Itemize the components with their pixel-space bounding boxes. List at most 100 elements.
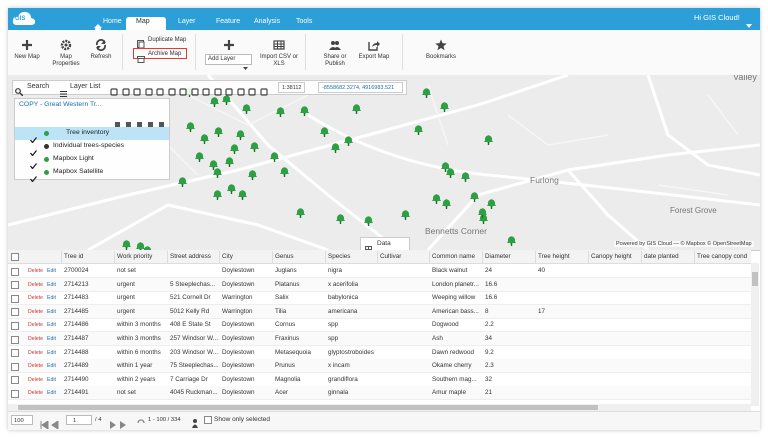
duplicate-icon[interactable] (137, 36, 145, 45)
tree-marker[interactable] (300, 104, 309, 115)
delete-link[interactable]: Delete (28, 282, 43, 288)
edit-link[interactable]: Edit (47, 268, 56, 274)
ribbon-button[interactable]: Bookmarks (421, 54, 461, 61)
panel-tool[interactable] (125, 115, 132, 122)
horizontal-thumb[interactable] (18, 405, 598, 410)
row-checkbox[interactable] (11, 336, 19, 344)
layer-name[interactable]: Mapbox Light (53, 155, 94, 162)
tree-marker[interactable] (442, 197, 451, 208)
ribbon-button[interactable]: Duplicate Map (148, 37, 186, 43)
edit-link[interactable]: Edit (47, 363, 56, 369)
delete-link[interactable]: Delete (28, 295, 43, 301)
nav-tab[interactable]: Feature (216, 18, 240, 25)
tree-marker[interactable] (248, 168, 257, 179)
tool-icon[interactable] (156, 83, 164, 91)
row-checkbox[interactable] (11, 363, 19, 371)
column-header[interactable]: Diameter (485, 253, 536, 260)
search-icon[interactable] (15, 83, 23, 91)
tool-icon[interactable] (260, 83, 268, 91)
delete-link[interactable]: Delete (28, 309, 43, 315)
tree-marker[interactable] (331, 141, 340, 152)
delete-link[interactable]: Delete (28, 377, 43, 383)
delete-link[interactable]: Delete (28, 322, 43, 328)
ribbon-button[interactable]: New Map (10, 54, 44, 61)
ribbon-icon[interactable] (60, 38, 72, 50)
archive-icon[interactable] (137, 50, 145, 57)
edit-link[interactable]: Edit (47, 350, 56, 356)
tree-marker[interactable] (236, 128, 245, 139)
layer-check[interactable] (30, 143, 37, 149)
tree-marker[interactable] (213, 166, 222, 177)
edit-link[interactable]: Edit (47, 322, 56, 328)
nav-tab[interactable]: Layer (178, 18, 196, 25)
show-selected-label[interactable]: Show only selected (214, 416, 270, 423)
tree-marker[interactable] (276, 105, 285, 116)
ribbon-icon[interactable] (368, 38, 380, 50)
tree-marker[interactable] (422, 86, 431, 97)
delete-link[interactable]: Delete (28, 268, 43, 274)
tree-marker[interactable] (296, 206, 305, 217)
tree-marker[interactable] (195, 150, 204, 161)
tree-marker[interactable] (487, 197, 496, 208)
tree-marker[interactable] (242, 102, 251, 113)
ribbon-button[interactable]: Map Properties (46, 54, 86, 68)
tool-icon[interactable] (225, 83, 233, 91)
tool-icon[interactable] (179, 83, 187, 91)
panel-tool[interactable] (147, 115, 154, 122)
tree-marker[interactable] (446, 166, 455, 177)
column-header[interactable]: Street address (170, 253, 221, 260)
delete-link[interactable]: Delete (28, 390, 43, 396)
edit-link[interactable]: Edit (47, 295, 56, 301)
tree-marker[interactable] (320, 125, 329, 136)
column-header[interactable]: Tree height (538, 253, 589, 260)
selected-checkbox[interactable] (204, 416, 212, 424)
tool-icon[interactable] (122, 83, 130, 91)
ribbon-icon[interactable] (435, 38, 447, 50)
edit-link[interactable]: Edit (47, 309, 56, 315)
tree-marker[interactable] (178, 175, 187, 186)
row-checkbox[interactable] (11, 308, 19, 316)
tree-marker[interactable] (440, 100, 449, 111)
ribbon-icon[interactable] (21, 38, 33, 50)
tree-marker[interactable] (122, 238, 131, 249)
ribbon-button[interactable]: Archive Map (148, 51, 181, 57)
tool-icon[interactable] (248, 83, 256, 91)
tool-icon[interactable] (191, 83, 199, 91)
row-checkbox[interactable] (11, 376, 19, 384)
edit-link[interactable]: Edit (47, 282, 56, 288)
search-button[interactable]: Search (27, 83, 49, 90)
row-checkbox[interactable] (11, 322, 19, 330)
column-header[interactable]: Cultivar (380, 253, 431, 260)
nav-tab[interactable]: Map (136, 18, 150, 25)
tree-marker[interactable] (227, 182, 236, 193)
refresh-button[interactable] (137, 415, 145, 424)
pager-buttons[interactable] (108, 416, 128, 424)
ribbon-icon[interactable] (273, 38, 285, 50)
tree-marker[interactable] (270, 150, 279, 161)
delete-link[interactable]: Delete (28, 363, 43, 369)
tool-icon[interactable] (110, 83, 118, 91)
column-header[interactable]: date planted (644, 253, 695, 260)
delete-link[interactable]: Delete (28, 336, 43, 342)
data-tab-label[interactable]: Data (377, 240, 391, 247)
column-header[interactable]: Canopy height (591, 253, 642, 260)
tool-icon[interactable] (168, 83, 176, 91)
layer-check[interactable] (30, 169, 37, 175)
tool-icon[interactable] (202, 83, 210, 91)
tree-marker[interactable] (507, 234, 516, 245)
layer-list-button[interactable]: Layer List (70, 83, 100, 90)
tree-marker[interactable] (214, 125, 223, 136)
tree-marker[interactable] (364, 214, 373, 225)
tree-marker[interactable] (352, 102, 361, 113)
nav-tab[interactable]: Home (103, 18, 122, 25)
vertical-thumb[interactable] (752, 272, 758, 286)
tree-marker[interactable] (470, 190, 479, 201)
column-header[interactable]: Tree canopy cond (697, 253, 748, 260)
tool-icon[interactable] (237, 83, 245, 91)
tree-marker[interactable] (200, 132, 209, 143)
nav-tab[interactable]: Analysis (254, 18, 280, 25)
row-checkbox[interactable] (11, 268, 19, 276)
tree-marker[interactable] (484, 133, 493, 144)
edit-link[interactable]: Edit (47, 390, 56, 396)
tree-marker[interactable] (225, 155, 234, 166)
